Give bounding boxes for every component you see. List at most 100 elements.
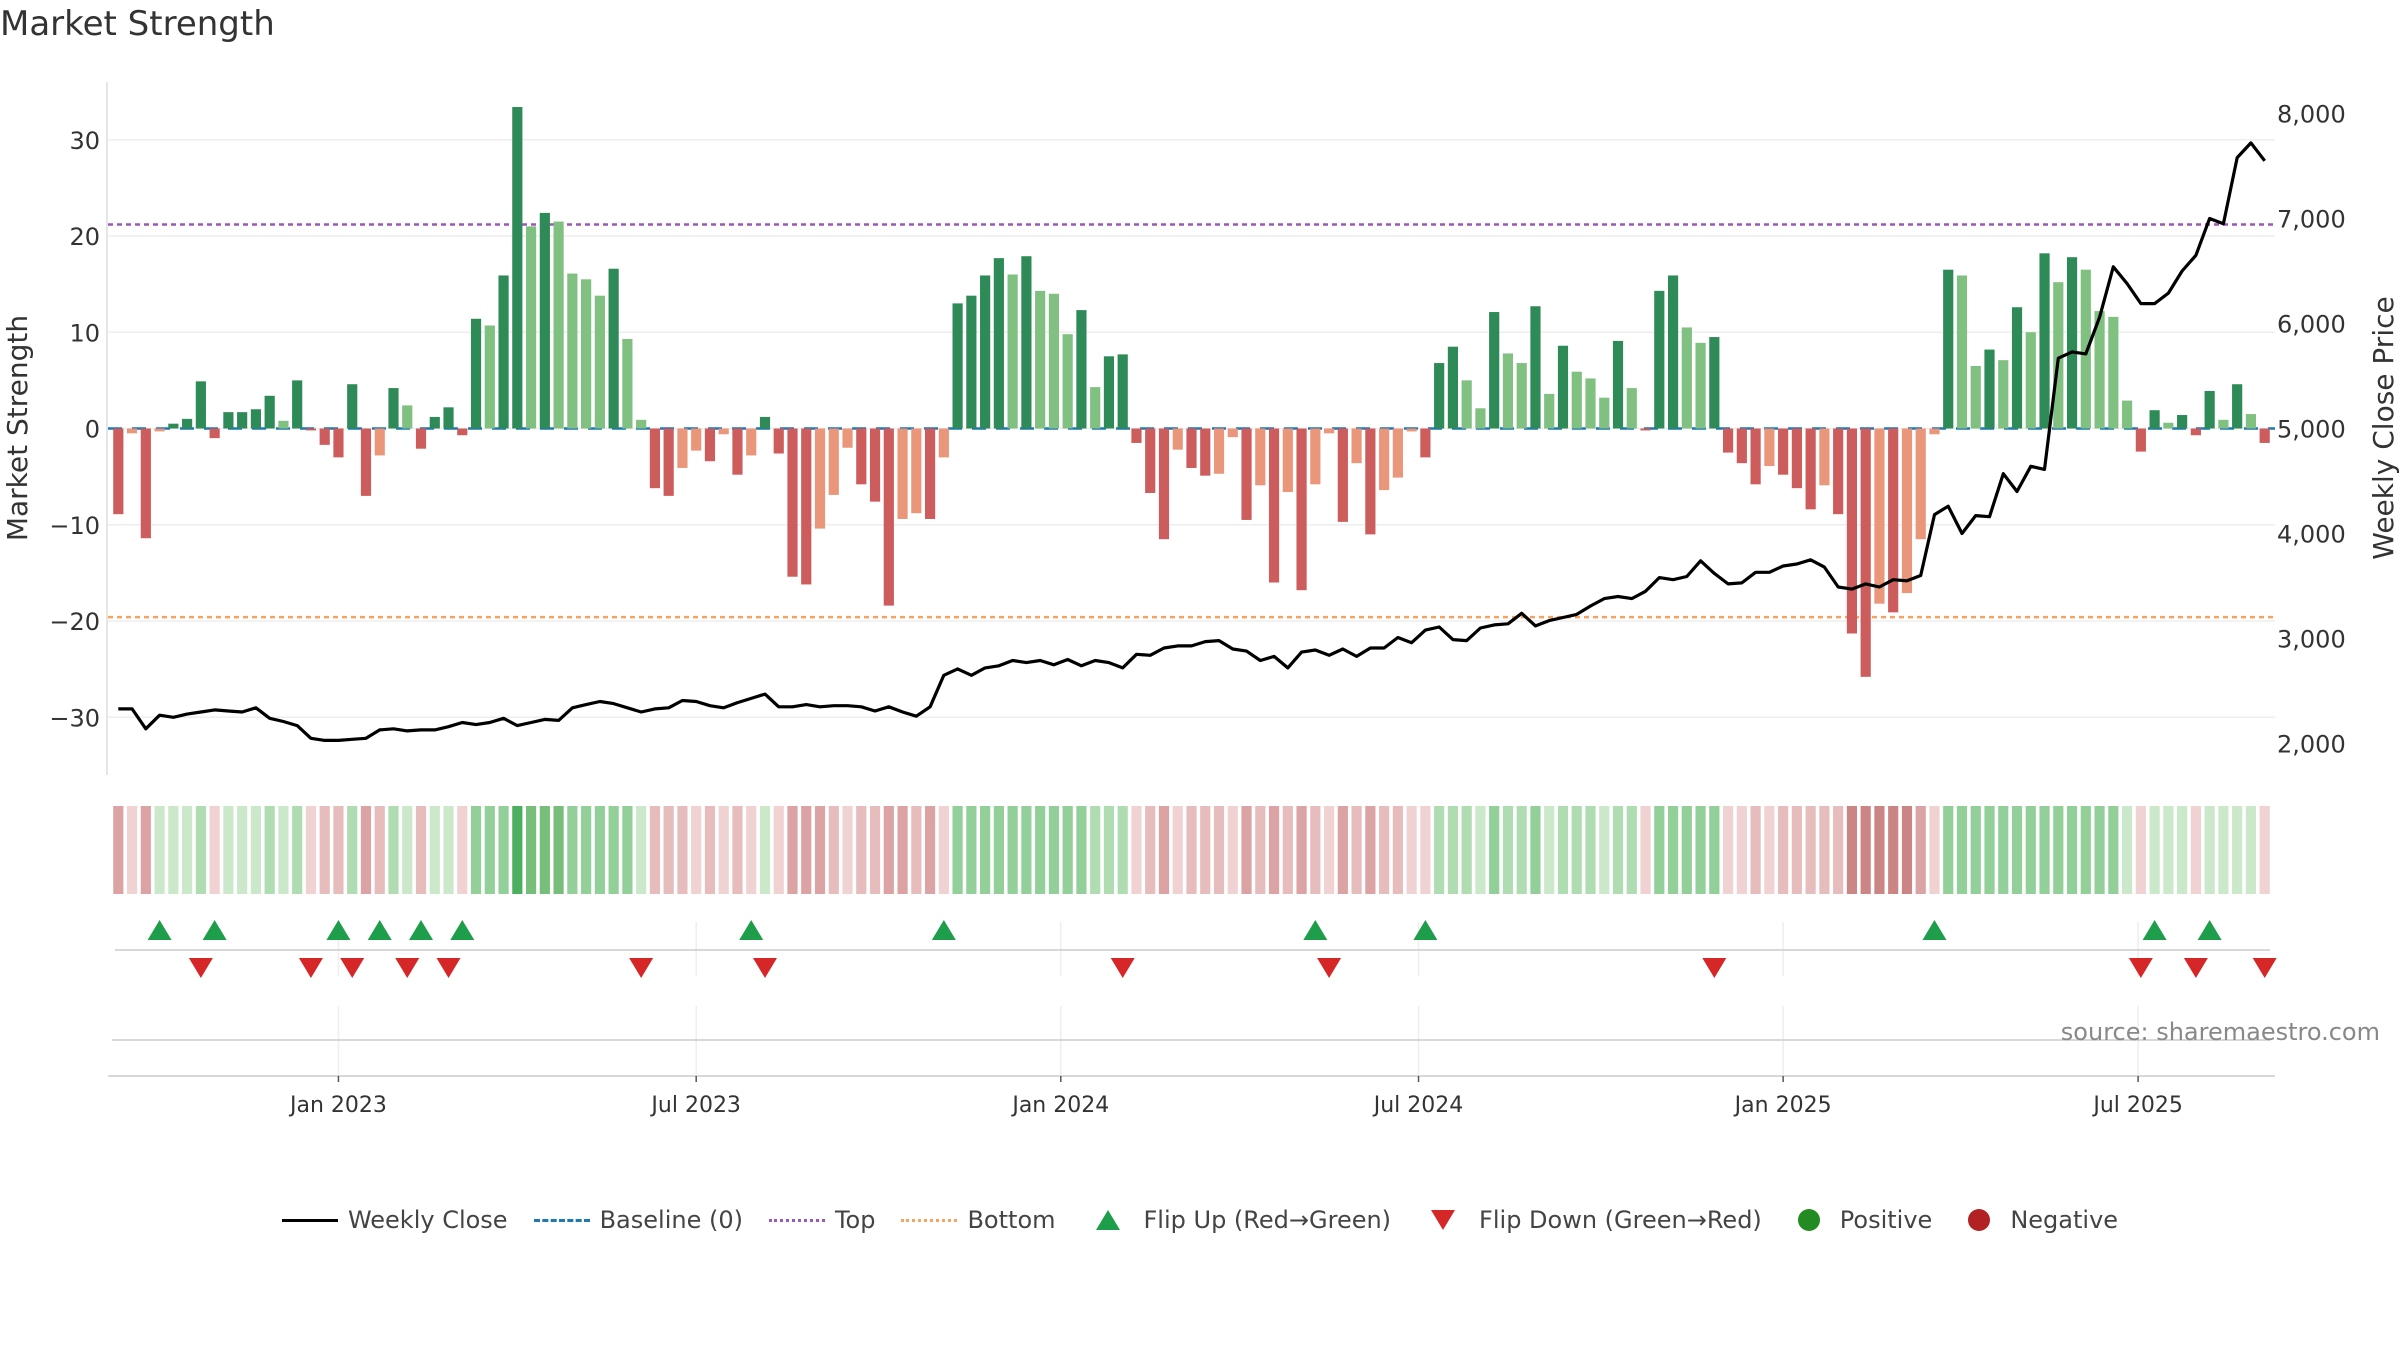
- strip-cell: [1778, 806, 1789, 894]
- strip-cell: [704, 806, 716, 894]
- strip-cell: [1021, 806, 1032, 894]
- strength-bar: [1158, 428, 1170, 540]
- strip-cell: [567, 806, 578, 894]
- strength-bar: [2011, 307, 2023, 429]
- strength-bar: [2039, 253, 2050, 429]
- strength-bars: [113, 107, 2270, 677]
- strength-bar: [581, 279, 592, 429]
- flip-up-marker: [739, 920, 764, 940]
- strip-cell: [250, 806, 261, 894]
- strength-bar: [732, 428, 743, 475]
- strength-bar: [1626, 388, 1637, 429]
- strength-bar: [415, 428, 427, 449]
- flip-down-marker: [436, 958, 461, 978]
- strip-cell: [264, 806, 275, 894]
- strength-bar: [2190, 428, 2201, 436]
- strength-bar: [1145, 428, 1156, 493]
- strength-bar: [1447, 346, 1459, 429]
- strip-cell: [292, 806, 303, 894]
- strip-cell: [1323, 806, 1335, 894]
- strip-cell: [1888, 806, 1899, 894]
- strength-bar: [883, 428, 894, 606]
- strip-cell: [1379, 806, 1390, 894]
- strength-bar: [182, 418, 193, 429]
- strip-cell: [1158, 806, 1170, 894]
- strip-cell: [663, 806, 674, 894]
- strength-bar: [649, 428, 661, 489]
- strip-cell: [484, 806, 495, 894]
- legend-item: Baseline (0): [533, 1206, 743, 1234]
- strength-bar: [718, 428, 729, 435]
- strip-cell: [1007, 806, 1018, 894]
- y-tick-label: −20: [49, 608, 100, 636]
- strip-cell: [1626, 806, 1637, 894]
- strength-bar: [1970, 365, 1981, 429]
- price-series: [118, 141, 2266, 743]
- strength-bar: [2218, 419, 2229, 429]
- strip-cell: [952, 806, 963, 894]
- line-icon: [533, 1208, 590, 1232]
- strength-bar: [1929, 428, 1940, 435]
- strip-cell: [1475, 806, 1486, 894]
- flip-down-marker: [2183, 958, 2208, 978]
- flip-down-marker: [2252, 958, 2277, 978]
- strip-cell: [636, 806, 647, 894]
- strip-cell: [1681, 806, 1692, 894]
- flip-down-marker: [298, 958, 323, 978]
- x-tick-label: Jan 2023: [288, 1093, 387, 1118]
- strip-cell: [1282, 806, 1293, 894]
- strength-bar: [126, 428, 138, 434]
- strength-bar: [2245, 414, 2257, 429]
- strip-cell: [1502, 806, 1514, 894]
- strength-bar: [1406, 428, 1417, 432]
- legend-item: Negative: [1958, 1206, 2118, 1234]
- strength-bar: [2232, 384, 2243, 429]
- strip-cell: [1200, 806, 1211, 894]
- strip-cell: [1998, 806, 2009, 894]
- strength-bar: [1640, 428, 1651, 431]
- strip-cell: [1640, 806, 1651, 894]
- strength-bar: [1915, 428, 1926, 540]
- strip-cell: [1268, 806, 1280, 894]
- strength-bar: [498, 275, 509, 429]
- tick-labels: −30 −20 −10 0 10 20 30 2,000 3,000 4,000 5,000 6,00…: [49, 101, 2345, 1119]
- strip-cell: [347, 806, 358, 894]
- strength-bar: [1351, 428, 1362, 464]
- y-tick-label: −10: [49, 512, 100, 540]
- y2-tick-label: 4,000: [2277, 521, 2346, 549]
- strip-cell: [622, 806, 633, 894]
- strip-cell: [498, 806, 509, 894]
- strength-bar: [1200, 428, 1211, 476]
- strip-cell: [1970, 806, 1981, 894]
- strip-cell: [1750, 806, 1761, 894]
- legend-item: Weekly Close: [281, 1206, 508, 1234]
- strength-bar: [292, 380, 303, 429]
- strip-cell: [980, 806, 991, 894]
- strip-cell: [1585, 806, 1596, 894]
- strength-bar: [691, 428, 702, 451]
- strength-bar: [746, 428, 757, 456]
- strength-bar: [842, 428, 853, 448]
- flip-markers: [147, 920, 2277, 978]
- strip-cell: [1667, 806, 1679, 894]
- strip-cell: [388, 806, 399, 894]
- strength-bar: [1791, 428, 1802, 489]
- strength-bar: [2053, 282, 2064, 429]
- strength-bar: [1557, 345, 1569, 429]
- strength-bar: [814, 428, 826, 529]
- flip-up-marker: [1303, 920, 1328, 940]
- strength-bar: [1310, 428, 1321, 485]
- y-tick-label: 20: [69, 223, 100, 251]
- strength-bar: [512, 107, 523, 429]
- strength-bar: [1736, 428, 1747, 464]
- strength-bar: [993, 258, 1004, 429]
- strength-bar: [1874, 428, 1885, 604]
- strip-cell: [2039, 806, 2050, 894]
- strip-cell: [553, 806, 564, 894]
- strength-bar: [1667, 275, 1679, 429]
- strip-cell: [512, 806, 523, 894]
- strength-bar: [594, 295, 605, 429]
- strength-bar: [278, 420, 289, 429]
- strength-bar: [525, 226, 537, 429]
- strength-bar: [333, 428, 344, 458]
